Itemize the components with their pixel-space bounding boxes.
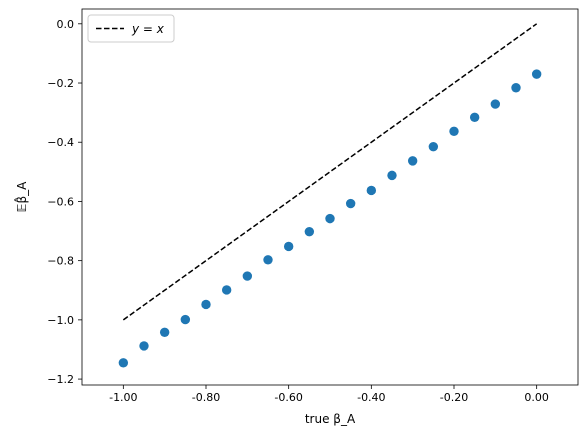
y-tick-label: −0.4 (47, 136, 74, 149)
x-tick-label: -0.60 (274, 391, 302, 404)
y-tick-label: −0.2 (47, 77, 74, 90)
legend: y = x (87, 14, 175, 43)
data-point (242, 271, 253, 281)
data-point (345, 198, 356, 209)
data-point (221, 285, 232, 295)
legend-box (87, 14, 175, 43)
y-tick-label: −1.0 (47, 314, 74, 327)
data-point (531, 69, 542, 79)
data-point (407, 156, 418, 166)
x-tick-label: -0.20 (440, 391, 468, 404)
y-axis-ticks: 0.0 −0.2 −0.4 −0.6 −0.8 −1.0 −1.2 (47, 18, 82, 386)
data-point (490, 99, 501, 109)
data-point (118, 358, 129, 368)
identity-line (122, 23, 538, 321)
data-point (159, 327, 170, 338)
data-point (387, 170, 397, 181)
data-point (139, 341, 149, 351)
data-point (283, 241, 294, 252)
data-point (325, 213, 335, 224)
data-point (366, 185, 377, 196)
x-axis-ticks: -1.00 -0.80 -0.60 -0.40 -0.20 0.00 (109, 385, 549, 404)
legend-label: y = x (131, 22, 165, 36)
x-tick-label: -0.40 (357, 391, 385, 404)
axes-frame (81, 8, 579, 386)
data-point (428, 141, 439, 152)
y-tick-label: −0.8 (47, 255, 74, 268)
data-point (180, 314, 191, 325)
y-tick-label: −1.2 (47, 373, 74, 386)
data-point (304, 226, 315, 237)
x-tick-label: 0.00 (524, 391, 549, 404)
x-tick-label: -1.00 (109, 391, 137, 404)
data-point (201, 299, 211, 310)
x-tick-label: -0.80 (192, 391, 220, 404)
data-point (511, 83, 521, 93)
x-axis-label: true β_A (305, 412, 356, 426)
y-tick-label: −0.6 (47, 195, 74, 208)
series-layer (118, 23, 542, 368)
y-tick-label: 0.0 (57, 18, 75, 31)
data-point (263, 255, 273, 265)
data-point (469, 112, 480, 123)
y-axis-label: 𝔼β̂_A (13, 181, 29, 212)
data-point (449, 126, 459, 136)
